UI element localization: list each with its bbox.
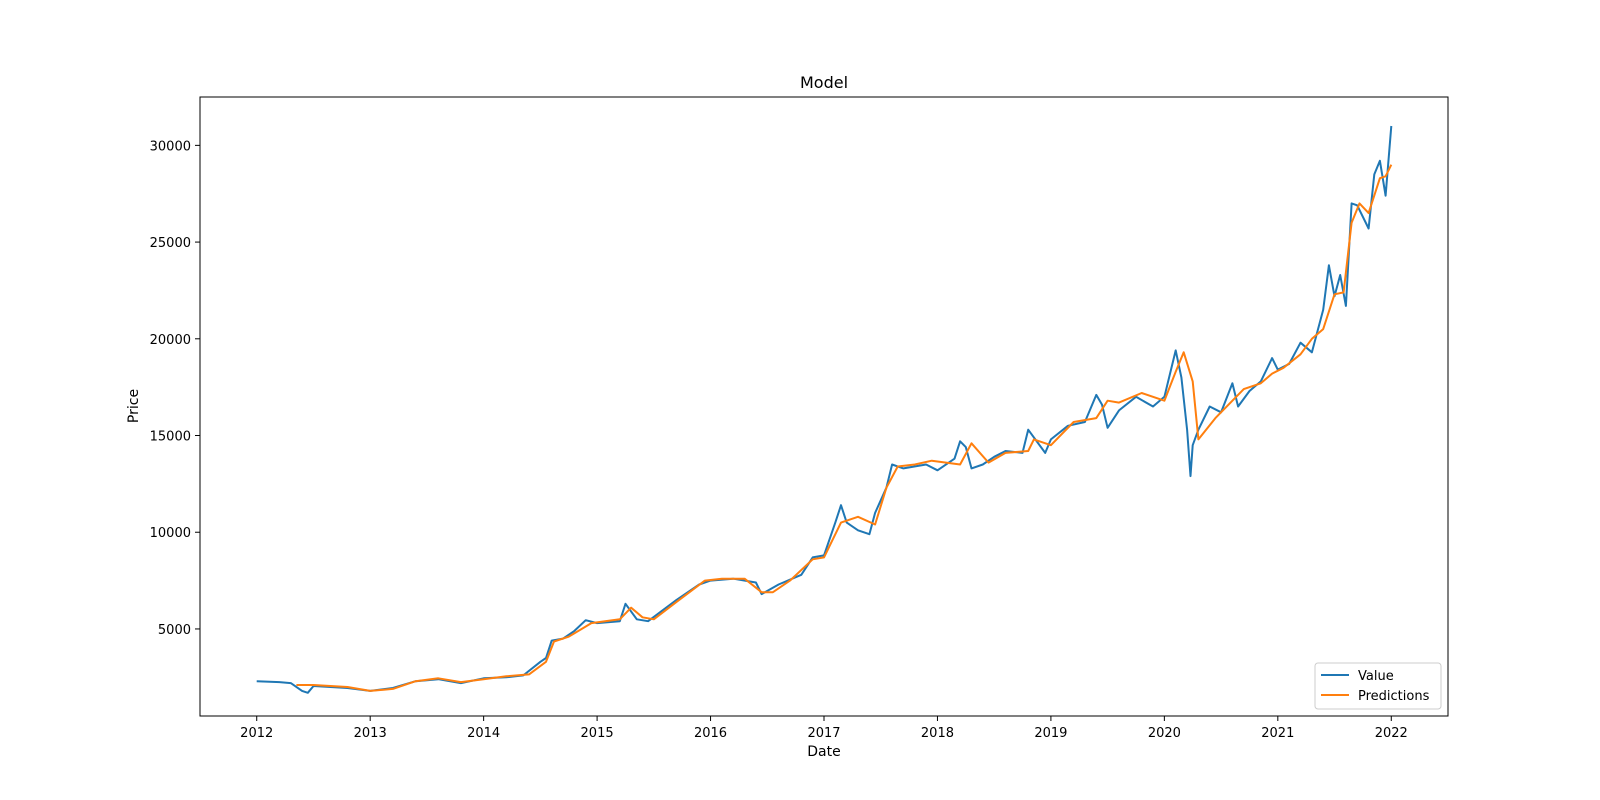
x-tick-label: 2013 bbox=[354, 726, 387, 741]
y-tick-label: 25000 bbox=[150, 236, 191, 251]
series-layer bbox=[256, 125, 1393, 694]
y-tick-label: 10000 bbox=[150, 526, 191, 541]
x-tick-label: 2019 bbox=[1034, 726, 1067, 741]
x-tick-label: 2021 bbox=[1261, 726, 1294, 741]
y-tick-label: 15000 bbox=[150, 430, 191, 445]
series-line-predictions bbox=[296, 164, 1393, 692]
x-tick-label: 2018 bbox=[921, 726, 954, 741]
series-line-value bbox=[256, 125, 1393, 694]
legend-label-predictions: Predictions bbox=[1358, 689, 1430, 704]
y-tick-label: 20000 bbox=[150, 333, 191, 348]
y-tick-label: 30000 bbox=[150, 139, 191, 154]
x-tick-label: 2020 bbox=[1148, 726, 1181, 741]
x-tick-label: 2015 bbox=[581, 726, 614, 741]
x-tick-label: 2012 bbox=[240, 726, 273, 741]
x-tick-label: 2017 bbox=[807, 726, 840, 741]
y-axis-label: Price bbox=[126, 389, 142, 423]
x-axis-label: Date bbox=[807, 744, 840, 760]
y-axis: 5000 10000 15000 20000 25000 30000 bbox=[150, 139, 200, 638]
x-tick-label: 2014 bbox=[467, 726, 500, 741]
y-tick-label: 5000 bbox=[158, 623, 191, 638]
legend: Value Predictions bbox=[1314, 662, 1442, 710]
chart-title: Model bbox=[800, 73, 848, 92]
x-tick-label: 2022 bbox=[1375, 726, 1408, 741]
x-tick-label: 2016 bbox=[694, 726, 727, 741]
x-axis: 2012 2013 2014 2015 2016 2017 2018 2019 2020 2021… bbox=[240, 716, 1408, 741]
legend-label-value: Value bbox=[1358, 669, 1394, 684]
